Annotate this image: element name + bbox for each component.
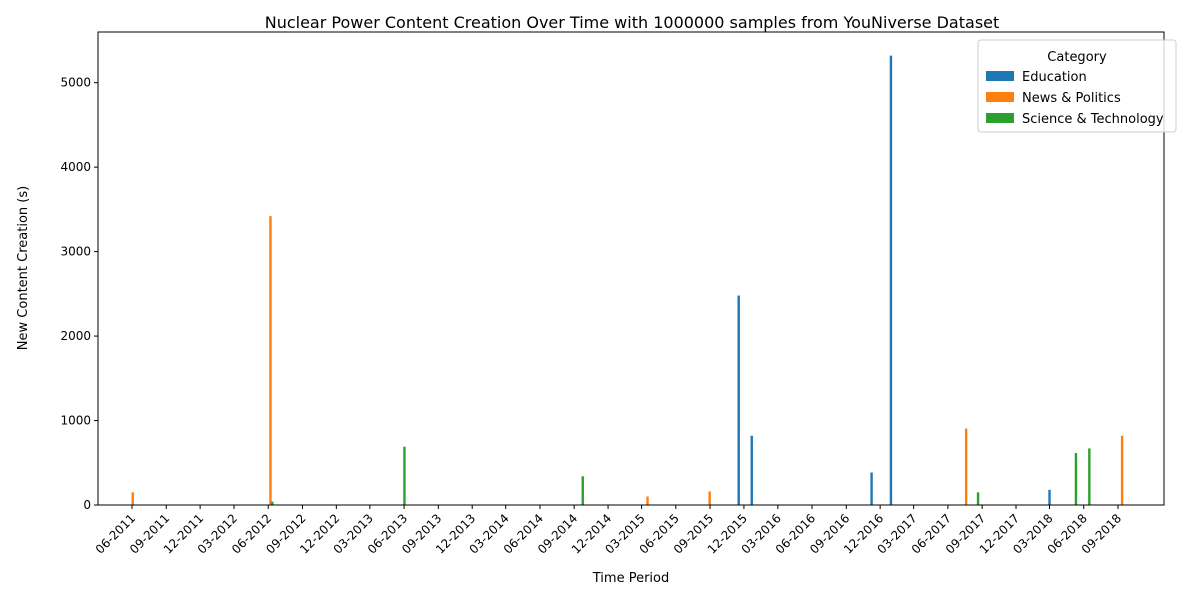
chart-title: Nuclear Power Content Creation Over Time…	[265, 13, 1000, 32]
bar-news-politics-3	[708, 491, 711, 505]
bar-science-technology-3	[976, 492, 980, 505]
bar-science-technology-1	[403, 446, 406, 505]
legend-label: Education	[1022, 70, 1087, 85]
y-tick-label: 2000	[60, 329, 91, 343]
x-axis-label: Time Period	[592, 571, 669, 586]
legend-swatch	[986, 92, 1014, 102]
bars	[131, 55, 1124, 506]
y-tick-label: 5000	[60, 76, 91, 90]
y-tick-label: 1000	[60, 414, 91, 428]
bar-news-politics-1	[269, 216, 272, 505]
bar-news-politics-5	[1120, 435, 1124, 505]
bar-education-1	[750, 435, 753, 505]
bar-education-0	[737, 295, 740, 505]
legend-items: Education News & Politics Science & Techno…	[986, 70, 1164, 127]
legend-label: Science & Technology	[1022, 112, 1164, 127]
bar-news-politics-4	[964, 428, 968, 505]
legend-box	[977, 39, 1177, 133]
legend-title: Category	[1047, 50, 1107, 65]
bar-news-politics-0	[131, 492, 134, 505]
plot-frame	[97, 31, 1165, 506]
bar-science-technology-4	[1074, 453, 1078, 505]
bar-education-2	[870, 472, 873, 505]
y-tick-label: 3000	[60, 245, 91, 259]
bar-education-4	[1048, 489, 1051, 505]
legend-swatch	[986, 113, 1014, 123]
legend-label: News & Politics	[1022, 91, 1121, 106]
legend-swatch	[986, 71, 1014, 81]
legend: Category Education News & Politics Science…	[977, 39, 1177, 133]
bar-science-technology-0	[271, 501, 274, 505]
x-axis: 06-201109-201112-201103-201206-201209-20…	[93, 505, 1124, 557]
bar-science-technology-5	[1088, 448, 1091, 505]
y-tick-label: 0	[83, 498, 91, 512]
y-tick-label: 4000	[60, 160, 91, 174]
bar-education-3	[889, 55, 893, 506]
y-axis: 0 1000 2000 3000 4000 5000	[60, 76, 98, 512]
bar-science-technology-2	[581, 476, 584, 505]
bar-news-politics-2	[646, 496, 649, 505]
y-axis-label: New Content Creation (s)	[16, 186, 31, 350]
